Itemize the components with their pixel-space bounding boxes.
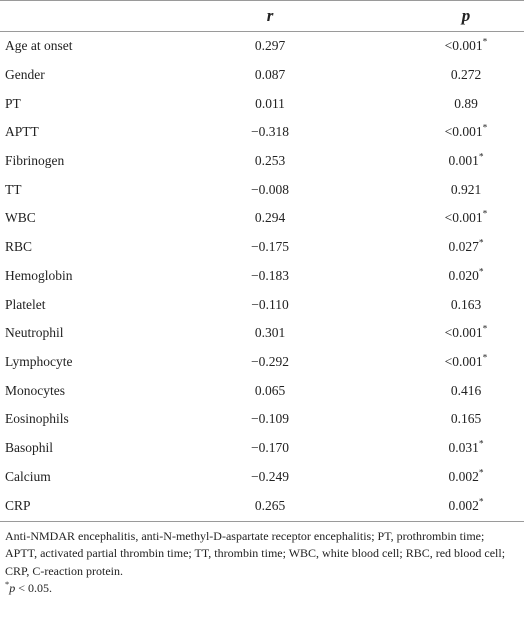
header-r: r xyxy=(190,0,340,32)
table-row: RBC −0.175 0.027* xyxy=(0,233,524,262)
table-header: r p xyxy=(0,0,524,32)
row-r-value: −0.249 xyxy=(251,468,289,484)
row-p-value: 0.165 xyxy=(450,411,482,427)
table-row: Eosinophils −0.109 0.165 xyxy=(0,405,524,434)
row-r-value: 0.087 xyxy=(254,67,286,83)
row-p-value: 0.272 xyxy=(450,67,482,83)
correlation-table-container: r p Age at onset 0.297 <0.001* Gender 0.087 0… xyxy=(0,0,524,598)
table-row: Neutrophil 0.301 <0.001* xyxy=(0,319,524,348)
row-r-value: −0.008 xyxy=(251,181,289,197)
row-p-value: <0.001* xyxy=(444,37,488,54)
row-variable-name: Lymphocyte xyxy=(5,353,73,369)
row-variable-name: RBC xyxy=(5,239,33,255)
significance-asterisk: * xyxy=(478,468,484,479)
row-p-value: 0.002* xyxy=(448,468,484,484)
row-variable-name: Eosinophils xyxy=(5,411,69,427)
row-r-value: 0.297 xyxy=(254,38,286,54)
table-row: Platelet −0.110 0.163 xyxy=(0,290,524,319)
row-r-value: −0.292 xyxy=(251,353,289,369)
table-row: Monocytes 0.065 0.416 xyxy=(0,376,524,405)
row-variable-name: PT xyxy=(5,95,21,111)
row-r-value: 0.265 xyxy=(254,498,286,513)
row-r-value: 0.301 xyxy=(254,325,286,341)
row-variable-name: TT xyxy=(5,181,22,197)
row-r-value: −0.318 xyxy=(251,124,289,140)
footnote-abbreviations: Anti-NMDAR encephalitis, anti-N-methyl-D… xyxy=(5,529,506,578)
table-row: Gender 0.087 0.272 xyxy=(0,61,524,90)
significance-asterisk: * xyxy=(478,497,484,508)
row-r-value: 0.294 xyxy=(254,210,286,226)
row-p-value: <0.001* xyxy=(444,209,488,226)
significance-asterisk: * xyxy=(478,439,484,450)
table-row: APTT −0.318 <0.001* xyxy=(0,118,524,147)
table-row: WBC 0.294 <0.001* xyxy=(0,204,524,233)
header-variable xyxy=(0,0,190,32)
significance-marker: * xyxy=(5,580,10,590)
significance-asterisk: * xyxy=(478,267,484,278)
row-p-value: 0.027* xyxy=(448,238,484,255)
table-row: Age at onset 0.297 <0.001* xyxy=(0,32,524,61)
row-variable-name: Age at onset xyxy=(5,38,73,54)
row-variable-name: Neutrophil xyxy=(5,325,64,341)
row-p-value: 0.89 xyxy=(454,95,478,111)
row-variable-name: Calcium xyxy=(5,468,51,484)
row-p-value: 0.001* xyxy=(448,152,484,169)
significance-asterisk: * xyxy=(478,152,484,163)
significance-p-symbol: p xyxy=(9,581,16,596)
row-p-value: <0.001* xyxy=(444,324,488,341)
row-variable-name: Fibrinogen xyxy=(5,153,65,169)
row-variable-name: APTT xyxy=(5,124,39,140)
table-body: Age at onset 0.297 <0.001* Gender 0.087 0.272… xyxy=(0,32,524,522)
row-p-value: <0.001* xyxy=(444,123,488,140)
row-p-value: 0.921 xyxy=(450,181,482,197)
row-r-value: 0.065 xyxy=(254,382,286,398)
row-p-value: 0.416 xyxy=(450,382,482,398)
row-r-value: −0.175 xyxy=(251,239,289,255)
correlation-table: r p Age at onset 0.297 <0.001* Gender 0.087 0… xyxy=(0,0,524,522)
row-variable-name: Gender xyxy=(5,67,45,83)
significance-asterisk: * xyxy=(482,37,488,48)
table-row: TT −0.008 0.921 xyxy=(0,175,524,204)
row-p-value: 0.002* xyxy=(448,497,484,513)
row-variable-name: WBC xyxy=(5,210,36,226)
table-footnote: Anti-NMDAR encephalitis, anti-N-methyl-D… xyxy=(0,521,524,598)
row-r-value: −0.110 xyxy=(251,296,289,312)
footnote-significance: *p < 0.05. xyxy=(5,580,516,597)
table-row: Calcium −0.249 0.002* xyxy=(0,462,524,491)
header-p: p xyxy=(340,0,524,32)
row-r-value: 0.011 xyxy=(255,95,285,111)
significance-asterisk: * xyxy=(482,353,488,364)
table-row: PT 0.011 0.89 xyxy=(0,89,524,118)
row-p-value: <0.001* xyxy=(444,353,488,369)
significance-asterisk: * xyxy=(482,324,488,335)
significance-asterisk: * xyxy=(478,238,484,249)
row-variable-name: Platelet xyxy=(5,296,46,312)
significance-asterisk: * xyxy=(482,123,488,134)
table-row: Fibrinogen 0.253 0.001* xyxy=(0,147,524,176)
row-variable-name: CRP xyxy=(5,498,31,513)
table-row: Basophil −0.170 0.031* xyxy=(0,434,524,463)
table-row: Hemoglobin −0.183 0.020* xyxy=(0,262,524,291)
table-row: CRP 0.265 0.002* xyxy=(0,491,524,521)
significance-threshold: < 0.05. xyxy=(15,581,52,596)
row-p-value: 0.020* xyxy=(448,267,484,283)
significance-asterisk: * xyxy=(482,209,488,220)
header-row: r p xyxy=(0,0,524,32)
row-variable-name: Monocytes xyxy=(5,382,65,398)
row-r-value: 0.253 xyxy=(254,153,286,169)
row-r-value: −0.170 xyxy=(251,439,289,455)
row-p-value: 0.031* xyxy=(448,439,484,455)
table-row: Lymphocyte −0.292 <0.001* xyxy=(0,348,524,377)
row-r-value: −0.109 xyxy=(251,411,289,427)
row-p-value: 0.163 xyxy=(450,296,482,312)
row-r-value: −0.183 xyxy=(251,267,289,283)
row-variable-name: Basophil xyxy=(5,439,54,455)
row-variable-name: Hemoglobin xyxy=(5,267,73,283)
